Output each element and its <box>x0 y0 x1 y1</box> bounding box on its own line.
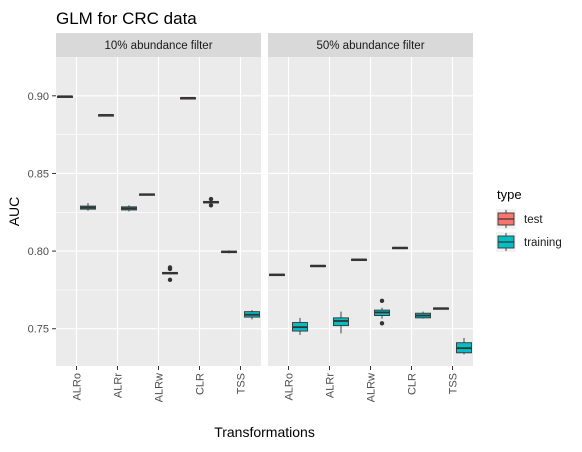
box-ALRr-test <box>98 114 114 117</box>
x-tick-label: ALRo <box>72 373 84 401</box>
legend-keys: test training <box>496 209 562 252</box>
x-tick-label: CLR <box>407 373 419 395</box>
strip-background <box>268 33 473 57</box>
box-ALRo-test <box>269 273 285 277</box>
strip-background <box>56 33 261 57</box>
outlier-point <box>208 203 214 208</box>
panel-50pct-filter: 50% abundance filter <box>268 33 473 366</box>
box-marks <box>57 95 260 320</box>
y-tick-label: 0.90 <box>28 91 49 103</box>
outlier-point <box>167 265 173 270</box>
y-axis-title: AUC <box>6 197 22 227</box>
legend-label: test <box>524 214 543 226</box>
box-ALRr-training <box>333 311 349 334</box>
box-ALRw-test <box>139 193 155 196</box>
box-ALRo-training <box>292 317 308 335</box>
box-ALRo-training <box>80 202 96 211</box>
box-ALRw-test <box>351 258 367 262</box>
box-CLR-training <box>203 196 219 208</box>
box-ALRr-training <box>121 205 137 212</box>
box-marks <box>269 246 472 355</box>
legend-key-training: training <box>496 232 562 252</box>
x-axis-title: Transformations <box>214 424 315 440</box>
outlier-point <box>379 298 385 303</box>
box-ALRw-training <box>162 265 178 283</box>
y-axis: 0.75 0.80 0.85 0.90 <box>28 91 56 336</box>
box-CLR-test <box>180 96 196 100</box>
box-ALRw-training <box>374 298 390 326</box>
legend-label: training <box>524 237 562 249</box>
x-tick-label: ALRr <box>325 373 337 398</box>
y-tick-label: 0.80 <box>28 246 49 258</box>
panel-10pct-filter: 10% abundance filter <box>56 33 261 366</box>
outlier-point <box>208 196 214 202</box>
x-tick-label: ALRw <box>366 373 378 402</box>
y-tick-label: 0.85 <box>28 168 49 180</box>
chart-title: GLM for CRC data <box>56 9 197 28</box>
legend-key-test: test <box>496 209 543 229</box>
box-CLR-test <box>392 246 408 250</box>
outlier-point <box>379 321 385 326</box>
box-TSS-test <box>433 307 449 310</box>
x-tick-label: TSS <box>236 373 248 394</box>
x-tick-label: ALRw <box>154 373 166 402</box>
x-tick-label: CLR <box>195 373 207 395</box>
legend: type test training <box>496 187 562 252</box>
strip-label: 10% abundance filter <box>104 40 212 52</box>
gridlines <box>56 57 261 366</box>
legend-title: type <box>497 187 522 202</box>
y-tick-label: 0.75 <box>28 324 49 336</box>
gridlines <box>268 57 473 366</box>
x-tick-label: TSS <box>448 373 460 394</box>
x-tick-label: ALRo <box>284 373 296 401</box>
outlier-point <box>167 277 173 283</box>
x-tick-label: ALRr <box>113 373 125 398</box>
box-TSS-test <box>221 250 237 254</box>
box-ALRo-test <box>57 95 73 98</box>
box-TSS-training <box>456 338 472 355</box>
box-CLR-training <box>415 311 431 319</box>
box-ALRr-test <box>310 264 326 268</box>
strip-label: 50% abundance filter <box>316 40 424 52</box>
x-axis: ALRo ALRr ALRw CLR TSS ALRo ALRr ALRw CLR TSS <box>72 366 460 402</box>
box-TSS-training <box>244 310 260 320</box>
